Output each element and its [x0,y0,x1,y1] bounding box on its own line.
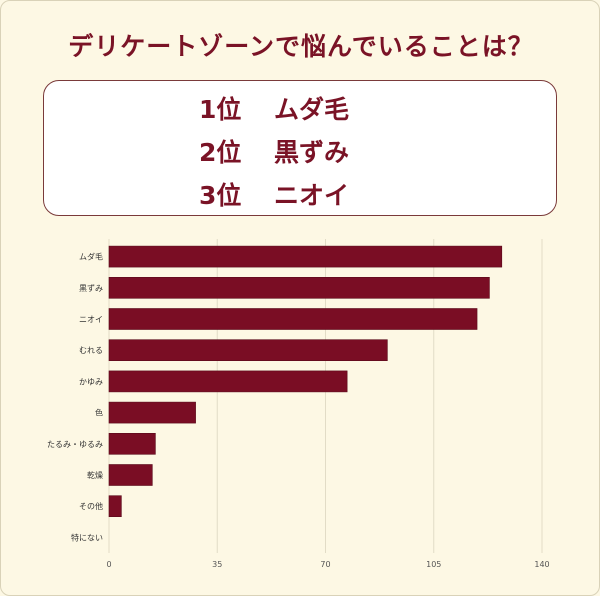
ranking-item-3: 3位 ニオイ [199,176,349,212]
category-label: むれる [79,346,103,355]
ranking-label: ニオイ [274,181,350,210]
x-tick-label: 0 [106,560,111,569]
ranking-item-2: 2位 黒ずみ [199,133,349,169]
bar [108,276,490,299]
category-label: ムダ毛 [79,252,103,262]
category-label: 黒ずみ [79,283,103,293]
ranking-label: 黒ずみ [274,138,350,167]
x-tick-label: 105 [426,560,441,569]
page-title: デリケートゾーンで悩んでいることは？ [68,32,534,61]
category-label: たるみ・ゆるみ [47,440,103,449]
x-tick-labels: 0 35 70 105 140 [106,560,549,569]
bar [108,245,503,268]
category-label: かゆみ [79,377,103,386]
bar [108,370,348,393]
bar [108,433,156,455]
category-label: ニオイ [79,315,103,324]
bar [108,308,478,330]
x-tick-label: 70 [320,560,330,569]
bar [108,339,388,361]
ranking-position: 3位 [199,181,242,210]
category-label: 色 [95,408,103,418]
category-label: 乾燥 [87,470,103,480]
bar [108,464,153,486]
category-label: その他 [79,501,103,511]
bar [108,495,122,518]
bar [108,401,196,424]
x-tick-label: 35 [212,560,222,569]
x-tick-label: 140 [534,560,549,569]
ranking-position: 2位 [199,138,242,167]
ranking-label: ムダ毛 [274,95,350,124]
category-label: 特にない [71,532,103,542]
ranking-box: 1位 ムダ毛 2位 黒ずみ 3位 ニオイ [43,80,557,216]
ranking-item-1: 1位 ムダ毛 [199,90,349,126]
bars [108,245,503,518]
ranking-position: 1位 [199,95,242,124]
